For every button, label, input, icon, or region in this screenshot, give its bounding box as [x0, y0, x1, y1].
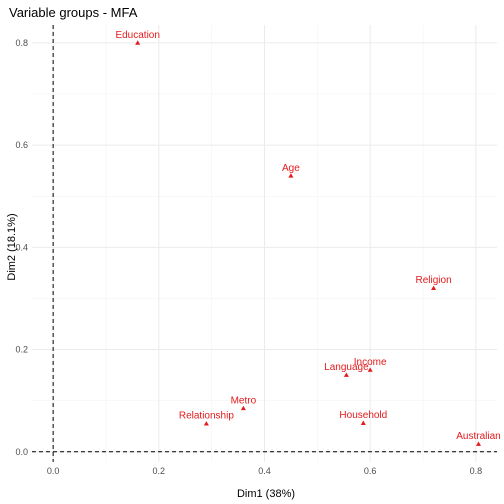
point-label: Relationship	[179, 411, 234, 422]
point-marker	[135, 40, 141, 45]
point-marker	[203, 421, 209, 426]
point-marker	[240, 405, 246, 411]
point-marker	[360, 420, 366, 425]
x-tick-label: 0.2	[153, 466, 166, 476]
point-marker	[288, 173, 294, 178]
point-marker	[431, 285, 437, 291]
x-tick-label: 0.0	[47, 466, 60, 476]
point-label: Metro	[231, 395, 257, 406]
chart-title: Variable groups - MFA	[9, 5, 138, 20]
grid-lines	[32, 25, 497, 462]
y-tick-label: 0.6	[15, 140, 28, 150]
point-label: Income	[354, 357, 387, 368]
point-label: Australian	[456, 431, 500, 442]
point-label: Age	[282, 163, 300, 174]
point-marker	[367, 367, 373, 372]
y-tick-label: 0.0	[15, 447, 28, 457]
point-marker	[476, 441, 482, 446]
y-axis-label: Dim2 (18.1%)	[6, 213, 18, 280]
y-tick-label: 0.2	[15, 345, 28, 355]
point-label: Language	[324, 362, 369, 373]
x-tick-label: 0.8	[470, 466, 483, 476]
y-tick-label: 0.4	[15, 242, 28, 252]
y-axis-ticks: 0.0 0.2 0.4 0.6 0.8	[15, 38, 28, 457]
point-label: Household	[339, 410, 387, 421]
x-tick-label: 0.4	[258, 466, 271, 476]
y-tick-label: 0.8	[15, 38, 28, 48]
point-marker	[343, 372, 349, 377]
x-axis-label: Dim1 (38%)	[237, 488, 295, 500]
reference-lines	[32, 25, 497, 462]
point-label: Religion	[416, 275, 452, 286]
point-label: Education	[115, 30, 159, 41]
x-tick-label: 0.6	[364, 466, 377, 476]
x-axis-ticks: 0.0 0.2 0.4 0.6 0.8	[47, 466, 482, 476]
